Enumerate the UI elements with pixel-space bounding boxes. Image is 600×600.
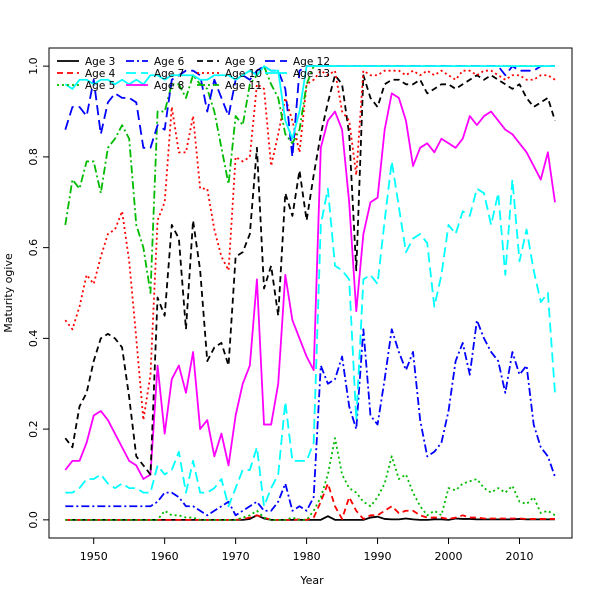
legend-label-age-7: Age 7 [154,68,184,80]
series-line-age-6 [65,319,556,517]
y-axis-title: Maturity ogive [2,253,15,333]
x-tick-label: 1960 [151,550,179,563]
y-tick-label: 0.6 [27,239,40,257]
series-line-age-5 [65,437,556,521]
legend-label-age-12: Age 12 [293,56,330,68]
x-tick-label: 1980 [293,550,321,563]
legend-label-age-10: Age 10 [225,68,262,80]
plot-frame [48,47,573,539]
y-tick-label: 0.2 [27,420,40,438]
legend-label-age-6: Age 6 [154,56,185,68]
x-tick-label: 1970 [222,550,250,563]
series-layer [64,65,556,521]
y-tick-label: 0.4 [27,330,40,348]
legend-label-age-5: Age 5 [85,80,115,92]
x-tick-label: 1950 [80,550,108,563]
series-line-age-7 [65,160,556,508]
x-tick-label: 1990 [364,550,392,563]
legend-label-age-8: Age 8 [154,80,184,92]
legend-label-age-9: Age 9 [225,56,255,68]
y-tick-label: 0.0 [27,511,40,529]
y-axis: 0.0 0.2 0.4 0.6 0.8 1.0 [27,57,49,529]
series-line-age-10 [64,69,556,421]
legend-label-age-13: Age 13 [293,68,330,80]
legend-label-age-11: Age 11 [225,80,262,92]
y-tick-label: 1.0 [27,57,40,75]
legend-label-age-4: Age 4 [85,68,116,80]
series-line-age-8 [64,92,556,480]
y-tick-label: 0.8 [27,148,40,166]
legend-label-age-3: Age 3 [85,56,115,68]
series-line-age-13 [64,65,555,140]
x-axis-title: Year [299,574,324,587]
x-axis: 1950 1960 1970 1980 1990 2000 2010 [80,538,533,563]
x-tick-label: 2000 [435,550,463,563]
x-tick-label: 2010 [505,550,533,563]
series-line-age-9 [64,74,556,476]
